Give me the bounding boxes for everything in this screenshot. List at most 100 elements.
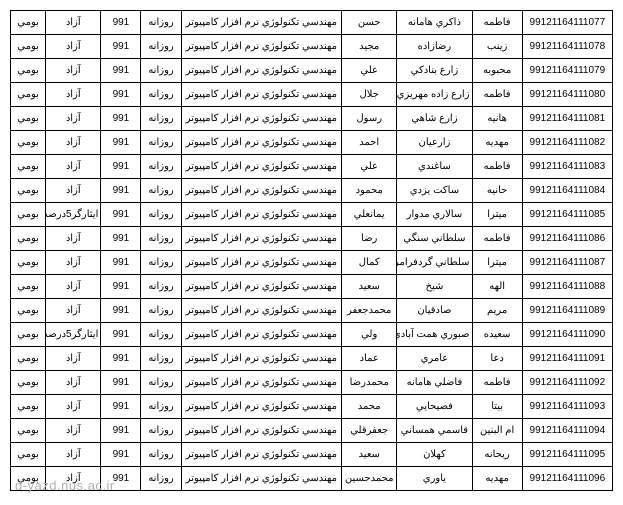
table-cell: 99121164111084 [522, 179, 612, 203]
table-row: 99121164111095ريحانهکهلانسعيدمهندسي تکنو… [11, 443, 613, 467]
table-cell: مهندسي تکنولوژي نرم افزار کامپيوتر [181, 83, 342, 107]
table-cell: فصيحايي [397, 395, 472, 419]
table-cell: احمد [342, 131, 397, 155]
table-cell: رسول [342, 107, 397, 131]
table-cell: زارع زاده مهريزي [397, 83, 472, 107]
table-cell: ولي [342, 323, 397, 347]
table-cell: فاطمه [472, 11, 522, 35]
table-cell: بومي [11, 107, 46, 131]
table-cell: بومي [11, 59, 46, 83]
table-cell: مجيد [342, 35, 397, 59]
table-cell: قاسمي همساني [397, 419, 472, 443]
table-cell: 991 [101, 107, 141, 131]
table-cell: 991 [101, 443, 141, 467]
table-cell: بومي [11, 155, 46, 179]
table-cell: 991 [101, 131, 141, 155]
table-cell: ميترا [472, 203, 522, 227]
table-cell: آزاد [46, 155, 101, 179]
table-cell: 991 [101, 203, 141, 227]
table-cell: يمانعلي [342, 203, 397, 227]
table-cell: 991 [101, 395, 141, 419]
table-cell: بومي [11, 299, 46, 323]
table-cell: آزاد [46, 227, 101, 251]
table-cell: روزانه [141, 203, 181, 227]
table-cell: ايثارگر5درصد [46, 203, 101, 227]
table-cell: 99121164111087 [522, 251, 612, 275]
table-cell: مهندسي تکنولوژي نرم افزار کامپيوتر [181, 227, 342, 251]
table-cell: بومي [11, 395, 46, 419]
table-cell: مهندسي تکنولوژي نرم افزار کامپيوتر [181, 203, 342, 227]
table-cell: مهندسي تکنولوژي نرم افزار کامپيوتر [181, 467, 342, 491]
table-cell: 99121164111083 [522, 155, 612, 179]
table-cell: 99121164111096 [522, 467, 612, 491]
table-cell: ياوري [397, 467, 472, 491]
table-row: 99121164111087ميتراسلطاني گردفرامرزيکمال… [11, 251, 613, 275]
table-cell: مهندسي تکنولوژي نرم افزار کامپيوتر [181, 11, 342, 35]
table-cell: مهندسي تکنولوژي نرم افزار کامپيوتر [181, 59, 342, 83]
table-cell: بومي [11, 251, 46, 275]
table-cell: الهه [472, 275, 522, 299]
table-cell: آزاد [46, 251, 101, 275]
table-cell: روزانه [141, 155, 181, 179]
table-cell: فاطمه [472, 155, 522, 179]
table-row: 99121164111086فاطمهسلطاني سنگيرضامهندسي … [11, 227, 613, 251]
table-cell: مهندسي تکنولوژي نرم افزار کامپيوتر [181, 131, 342, 155]
table-row: 99121164111084حانيهساکت يزديمحمودمهندسي … [11, 179, 613, 203]
table-cell: بيتا [472, 395, 522, 419]
table-cell: 99121164111091 [522, 347, 612, 371]
table-cell: زارعيان [397, 131, 472, 155]
table-cell: کهلان [397, 443, 472, 467]
table-cell: روزانه [141, 371, 181, 395]
table-cell: ايثارگر5درصد [46, 323, 101, 347]
table-cell: فاطمه [472, 227, 522, 251]
table-cell: آزاد [46, 83, 101, 107]
table-cell: آزاد [46, 107, 101, 131]
table-row: 99121164111078زينبرضازادهمجيدمهندسي تکنو… [11, 35, 613, 59]
table-cell: سلطاني گردفرامرزي [397, 251, 472, 275]
table-cell: سلطاني سنگي [397, 227, 472, 251]
table-cell: دعا [472, 347, 522, 371]
table-row: 99121164111080فاطمهزارع زاده مهريزيجلالم… [11, 83, 613, 107]
table-cell: آزاد [46, 443, 101, 467]
table-cell: روزانه [141, 11, 181, 35]
table-cell: صادقيان [397, 299, 472, 323]
table-cell: آزاد [46, 131, 101, 155]
table-cell: علي [342, 155, 397, 179]
table-cell: بومي [11, 203, 46, 227]
table-cell: 99121164111081 [522, 107, 612, 131]
table-cell: مهندسي تکنولوژي نرم افزار کامپيوتر [181, 179, 342, 203]
table-cell: 99121164111085 [522, 203, 612, 227]
table-cell: آزاد [46, 179, 101, 203]
table-cell: 991 [101, 275, 141, 299]
table-row: 99121164111090سعيدهصبوري همت آباديوليمهن… [11, 323, 613, 347]
table-cell: 99121164111088 [522, 275, 612, 299]
table-cell: آزاد [46, 395, 101, 419]
table-cell: بومي [11, 347, 46, 371]
table-cell: مهندسي تکنولوژي نرم افزار کامپيوتر [181, 419, 342, 443]
table-cell: 99121164111082 [522, 131, 612, 155]
table-cell: شيخ [397, 275, 472, 299]
table-row: 99121164111085ميتراسالاري مدواريمانعليمه… [11, 203, 613, 227]
table-cell: ريحانه [472, 443, 522, 467]
table-cell: بومي [11, 35, 46, 59]
table-cell: بومي [11, 11, 46, 35]
table-cell: محمدجعفر [342, 299, 397, 323]
table-row: 99121164111082مهديهزارعياناحمدمهندسي تکن… [11, 131, 613, 155]
table-cell: آزاد [46, 419, 101, 443]
table-cell: صبوري همت آبادي [397, 323, 472, 347]
table-cell: 99121164111077 [522, 11, 612, 35]
table-cell: سعيده [472, 323, 522, 347]
table-cell: روزانه [141, 131, 181, 155]
table-cell: محبوبه [472, 59, 522, 83]
table-cell: 991 [101, 83, 141, 107]
table-cell: روزانه [141, 443, 181, 467]
table-cell: بومي [11, 323, 46, 347]
table-row: 99121164111089مريمصادقيانمحمدجعفرمهندسي … [11, 299, 613, 323]
table-cell: مريم [472, 299, 522, 323]
table-cell: آزاد [46, 11, 101, 35]
table-cell: کمال [342, 251, 397, 275]
table-row: 99121164111083فاطمهساغنديعليمهندسي تکنول… [11, 155, 613, 179]
table-cell: سالاري مدوار [397, 203, 472, 227]
table-cell: روزانه [141, 179, 181, 203]
table-cell: 991 [101, 179, 141, 203]
